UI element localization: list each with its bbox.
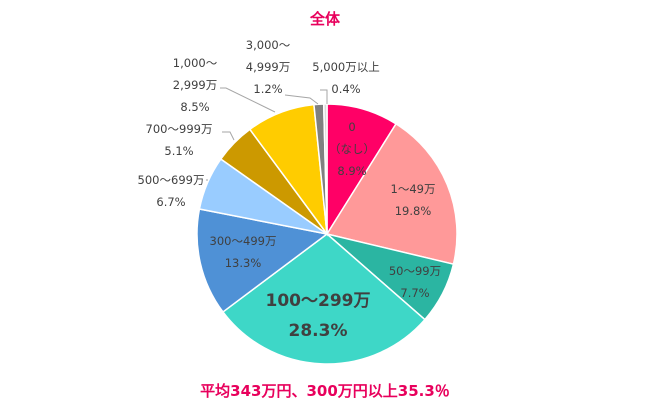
pie-slice-300-499 [196, 208, 329, 314]
label-name: 500～699万 [137, 173, 205, 187]
label-3000-4999: 3,000～ 4,999万 1.2% [246, 34, 290, 100]
label-100-299: 100～299万 28.3% [266, 286, 371, 346]
leader-line-3000-4999 [284, 94, 319, 105]
label-name: 5,000万以上 [312, 60, 380, 74]
label-500-699: 500～699万 6.7% [138, 169, 205, 213]
label-name: 3,000～ [245, 38, 291, 52]
label-50-99: 50～99万 7.7% [389, 260, 441, 304]
pie-slice-100-299 [221, 233, 426, 365]
label-name: 50～99万 [388, 264, 442, 278]
label-name: 2,999万 [172, 78, 218, 92]
chart-subtitle: 平均343万円、300万円以上35.3％ [200, 382, 450, 400]
label-pct: 8.9% [337, 164, 367, 178]
label-name: 100～299万 [265, 291, 371, 311]
label-pct: 19.8% [394, 204, 432, 218]
label-name: 0 [348, 120, 356, 134]
chart-title: 全体 [309, 10, 340, 28]
label-name: 700～999万 [145, 122, 213, 136]
label-name: 4,999万 [245, 60, 291, 74]
label-pct: 8.5% [180, 100, 210, 114]
label-pct: 5.1% [164, 144, 194, 158]
label-pct: 28.3% [288, 321, 348, 341]
label-pct: 6.7% [156, 195, 186, 209]
label-5000plus: 5,000万以上 0.4% [312, 56, 379, 100]
label-pct: 0.4% [331, 82, 361, 96]
leader-line-1000-2999 [220, 87, 276, 113]
label-300-499: 300～499万 13.3% [210, 230, 277, 274]
label-pct: 13.3% [224, 256, 262, 270]
label-name: 1～49万 [390, 182, 436, 196]
label-1-49: 1～49万 19.8% [391, 178, 436, 222]
label-pct: 7.7% [400, 286, 430, 300]
leader-line-700-999 [222, 131, 235, 141]
label-pct: 1.2% [253, 82, 283, 96]
label-name: 1,000～ [172, 56, 218, 70]
label-1000-2999: 1,000～ 2,999万 8.5% [173, 52, 217, 118]
pie-slice-1-49 [325, 122, 458, 266]
label-name: 300～499万 [209, 234, 277, 248]
label-name: （なし） [329, 142, 375, 156]
label-700-999: 700～999万 5.1% [146, 118, 213, 162]
leader-line-5000plus [320, 89, 328, 104]
label-0-none: 0 （なし） 8.9% [329, 116, 375, 182]
